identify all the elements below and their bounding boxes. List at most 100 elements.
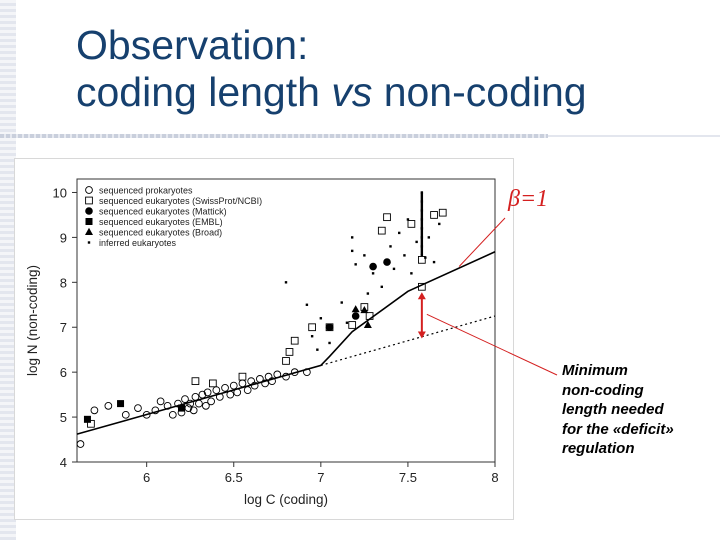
data-point-small-dot bbox=[403, 254, 406, 257]
data-point-open-square bbox=[308, 323, 316, 332]
data-point-open-square bbox=[383, 213, 391, 222]
legend-label: sequenced prokaryotes bbox=[99, 186, 193, 196]
data-point-small-dot bbox=[284, 281, 288, 284]
data-point-small-dot bbox=[354, 263, 357, 266]
data-point-filled-circle bbox=[325, 323, 334, 332]
gap-arrow-head-bottom bbox=[417, 331, 426, 339]
title-line-2-after: non-coding bbox=[372, 69, 587, 115]
fit-line-solid bbox=[76, 251, 496, 435]
data-point-open-circle bbox=[212, 386, 221, 394]
data-point-open-circle bbox=[189, 406, 198, 415]
data-point-open-circle bbox=[282, 372, 290, 381]
data-point-open-circle bbox=[156, 397, 165, 406]
data-point-open-circle bbox=[238, 379, 247, 388]
data-point-open-circle bbox=[226, 390, 235, 399]
legend-marker bbox=[85, 186, 93, 194]
y-tick-label: 10 bbox=[53, 185, 67, 200]
data-point-open-square bbox=[208, 379, 217, 388]
data-point-small-dot bbox=[380, 285, 383, 289]
data-point-open-square bbox=[285, 348, 294, 356]
data-point-open-circle bbox=[256, 375, 264, 383]
data-point-small-dot bbox=[424, 256, 427, 259]
y-tick-label: 9 bbox=[60, 230, 67, 245]
data-point-open-circle bbox=[76, 440, 85, 448]
data-point-open-square bbox=[348, 321, 357, 329]
legend-marker bbox=[85, 227, 93, 235]
legend-marker bbox=[85, 196, 93, 205]
data-point-small-dot bbox=[371, 272, 375, 275]
data-point-open-circle bbox=[191, 393, 200, 401]
title-divider bbox=[0, 134, 548, 138]
title-line-2-italic: vs bbox=[331, 69, 373, 115]
data-point-open-circle bbox=[203, 388, 212, 397]
y-tick-label: 7 bbox=[60, 320, 67, 335]
data-point-open-circle bbox=[181, 395, 189, 403]
x-tick-label: 6.5 bbox=[225, 470, 243, 485]
data-point-small-dot bbox=[432, 260, 436, 264]
scatter-chart: 6 6.5 7 7.5 8 4 5 6 7 8 9 10 log C (coding) log N (no… bbox=[25, 178, 499, 507]
data-point-small-dot bbox=[415, 240, 418, 244]
data-point-filled-circle bbox=[369, 262, 377, 271]
data-point-open-circle bbox=[233, 388, 242, 397]
data-point-open-square bbox=[290, 336, 299, 345]
data-point-filled-triangle bbox=[351, 305, 360, 313]
title-divider-thin bbox=[548, 135, 720, 137]
data-point-open-circle bbox=[221, 384, 229, 392]
data-point-open-circle bbox=[250, 381, 259, 390]
deficit-note: Minimum non-coding length needed for the… bbox=[562, 361, 720, 459]
data-point-small-dot bbox=[363, 254, 366, 257]
data-point-open-square bbox=[365, 312, 374, 320]
data-point-filled-circle bbox=[383, 258, 391, 266]
x-tick-label: 6 bbox=[143, 470, 150, 485]
data-point-open-square bbox=[282, 357, 290, 365]
data-point-open-circle bbox=[142, 410, 151, 419]
data-point-open-square bbox=[377, 226, 386, 235]
note-line: regulation bbox=[562, 440, 635, 457]
data-point-small-dot bbox=[366, 292, 370, 295]
data-point-small-dot bbox=[406, 218, 410, 221]
data-point-open-square bbox=[407, 220, 416, 228]
data-point-small-dot bbox=[350, 236, 354, 239]
gap-arrow-head-top bbox=[417, 292, 426, 300]
data-point-filled-triangle bbox=[363, 320, 372, 328]
data-point-open-circle bbox=[195, 399, 203, 408]
data-point-open-circle bbox=[207, 397, 215, 406]
scatter-chart-panel: 6 6.5 7 7.5 8 4 5 6 7 8 9 10 log C (coding) log N (no… bbox=[14, 158, 514, 520]
data-point-filled-square bbox=[178, 404, 185, 412]
legend-marker bbox=[87, 241, 91, 244]
data-point-open-circle bbox=[247, 377, 256, 385]
data-point-open-circle bbox=[186, 399, 195, 408]
title-line-2: coding length vs non-coding bbox=[76, 69, 716, 116]
legend-label: sequenced eukaryotes (SwissProt/NCBI) bbox=[99, 196, 262, 206]
y-tick-label: 8 bbox=[60, 275, 67, 290]
data-point-open-circle bbox=[104, 401, 113, 410]
data-point-open-circle bbox=[90, 406, 99, 415]
data-point-filled-square bbox=[83, 415, 91, 423]
data-point-open-circle bbox=[290, 368, 299, 377]
data-point-small-dot bbox=[350, 249, 354, 253]
data-point-open-circle bbox=[163, 401, 172, 410]
data-point-open-circle bbox=[243, 386, 252, 394]
data-point-small-dot bbox=[392, 267, 396, 271]
legend-label: sequenced eukaryotes (Mattick) bbox=[99, 207, 227, 217]
data-point-small-dot bbox=[398, 231, 401, 235]
data-point-open-circle bbox=[229, 381, 238, 390]
legend-label: sequenced eukaryotes (Broad) bbox=[99, 228, 222, 238]
legend-marker bbox=[85, 218, 93, 225]
data-point-small-dot bbox=[427, 236, 431, 239]
data-point-open-square bbox=[191, 377, 200, 385]
data-point-open-square bbox=[430, 211, 438, 219]
data-point-open-circle bbox=[261, 379, 269, 388]
data-point-small-dot bbox=[438, 222, 441, 226]
title-line-2-before: coding length bbox=[76, 69, 332, 115]
data-point-small-dot bbox=[310, 335, 314, 338]
y-tick-label: 6 bbox=[60, 365, 67, 380]
y-tick-label: 4 bbox=[60, 455, 67, 470]
data-point-small-dot bbox=[305, 303, 309, 306]
data-point-open-circle bbox=[134, 404, 142, 412]
beta-annotation: β=1 bbox=[508, 186, 549, 212]
data-point-small-dot bbox=[345, 321, 349, 324]
x-tick-label: 7.5 bbox=[399, 470, 417, 485]
data-point-open-circle bbox=[264, 372, 273, 381]
data-point-filled-triangle bbox=[360, 305, 369, 314]
